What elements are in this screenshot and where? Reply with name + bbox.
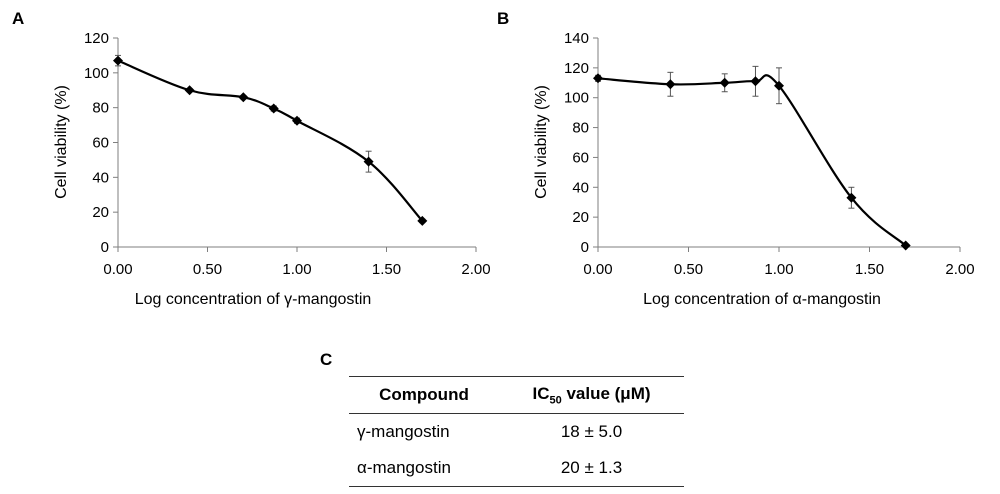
data-point-marker [900, 240, 911, 251]
header-compound: Compound [379, 385, 469, 404]
data-point-marker [750, 76, 761, 87]
x-tick-label: 2.00 [945, 261, 974, 278]
header-sub-50: 50 [549, 394, 562, 407]
x-tick-label: 1.50 [372, 261, 401, 278]
ic50-table-container: Compound IC50 value (μM) γ-mangostin 18 … [349, 376, 684, 487]
y-tick-label: 60 [572, 149, 589, 166]
x-axis-label: Log concentration of α-mangostin [643, 291, 881, 308]
y-tick-label: 0 [101, 239, 109, 256]
y-tick-label: 20 [572, 209, 589, 226]
x-tick-label: 0.50 [193, 261, 222, 278]
data-point-marker [719, 77, 730, 88]
y-tick-label: 140 [564, 30, 589, 47]
data-point-marker [417, 215, 428, 226]
y-tick-label: 80 [92, 100, 109, 117]
data-point-marker [774, 80, 784, 91]
data-point-marker [184, 85, 195, 96]
chart-panel-A: A 0 20 40 60 80 100 120 0.00 0.50 1.00 1.50 2.00 Log … [12, 9, 491, 308]
y-tick-label: 0 [581, 239, 589, 256]
ic50-table: Compound IC50 value (μM) γ-mangostin 18 … [349, 376, 684, 487]
y-tick-label: 20 [92, 204, 109, 221]
header-ic50: IC50 value (μM) [499, 377, 684, 414]
table-row: α-mangostin 20 ± 1.3 [349, 450, 684, 487]
header-value-unit: value (μM) [561, 383, 651, 403]
series-line [597, 74, 907, 247]
ic50-value-cell: 20 ± 1.3 [560, 458, 623, 477]
y-tick-label: 60 [92, 135, 109, 152]
chart-panel-B: B 0 20 40 60 80 100 120 140 0.00 0.50 1.00 1.50 2.00 L… [497, 9, 975, 308]
x-tick-label: 0.00 [583, 261, 612, 278]
data-point-marker [593, 73, 603, 84]
data-point-marker [846, 192, 857, 203]
x-tick-label: 1.00 [764, 261, 793, 278]
x-tick-label: 1.50 [855, 261, 884, 278]
panel-label: C [320, 350, 332, 369]
compound-cell: α-mangostin [357, 458, 451, 477]
header-ic: IC [532, 383, 550, 403]
x-tick-label: 1.00 [282, 261, 311, 278]
y-tick-label: 100 [564, 90, 589, 107]
data-point-marker [268, 103, 279, 114]
x-axis-label: Log concentration of γ-mangostin [135, 291, 372, 308]
y-tick-label: 120 [84, 30, 109, 47]
x-tick-label: 0.00 [103, 261, 132, 278]
y-tick-label: 120 [564, 60, 589, 77]
data-point-marker [363, 156, 374, 167]
data-point-marker [238, 92, 249, 103]
data-point-marker [665, 79, 676, 90]
panel-label: B [497, 9, 509, 28]
table-header-row: Compound IC50 value (μM) [349, 376, 684, 414]
y-tick-label: 80 [572, 120, 589, 137]
data-point-marker [292, 115, 302, 126]
y-axis-label: Cell viability (%) [533, 85, 550, 199]
table-row: γ-mangostin 18 ± 5.0 [349, 414, 684, 451]
x-tick-label: 2.00 [461, 261, 490, 278]
y-tick-label: 100 [84, 65, 109, 82]
ic50-value-cell: 18 ± 5.0 [560, 422, 623, 441]
x-tick-label: 0.50 [674, 261, 703, 278]
y-axis-label: Cell viability (%) [53, 85, 70, 199]
series-line [117, 59, 424, 222]
data-point-marker [113, 55, 123, 66]
y-tick-label: 40 [92, 169, 109, 186]
panel-label: A [12, 9, 24, 28]
compound-cell: γ-mangostin [357, 422, 450, 441]
y-tick-label: 40 [572, 179, 589, 196]
